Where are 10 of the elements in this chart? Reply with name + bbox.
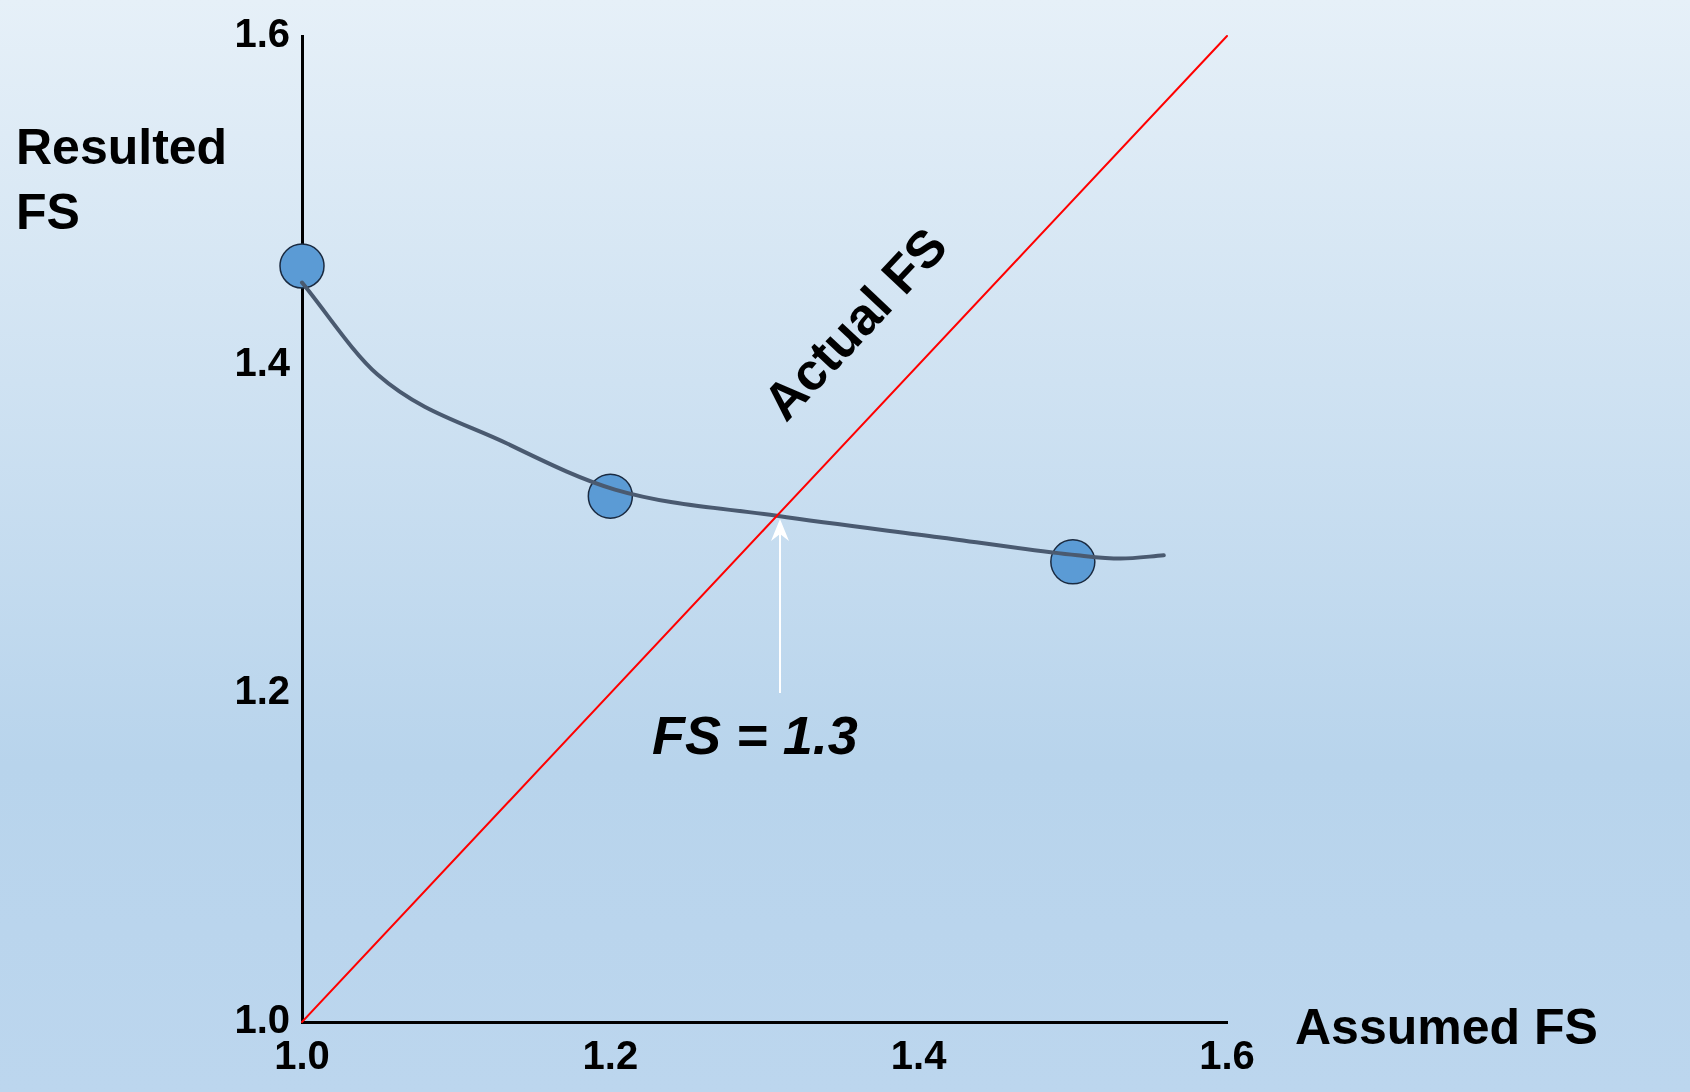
x-tick-label: 1.2 (582, 1033, 639, 1078)
y-tick-label: 1.4 (234, 339, 291, 384)
point (279, 243, 325, 289)
y-tick-label: 1.2 (234, 668, 290, 713)
y-tick-label: 1.6 (234, 11, 290, 56)
x-axis-title: Assumed FS (1295, 998, 1598, 1057)
x-tick-label: 1.4 (890, 1033, 948, 1078)
x-tick-label: 1.6 (1199, 1033, 1255, 1078)
y-axis-title: Resulted FS (16, 118, 229, 242)
annotation: FS = 1.3 (652, 705, 858, 766)
